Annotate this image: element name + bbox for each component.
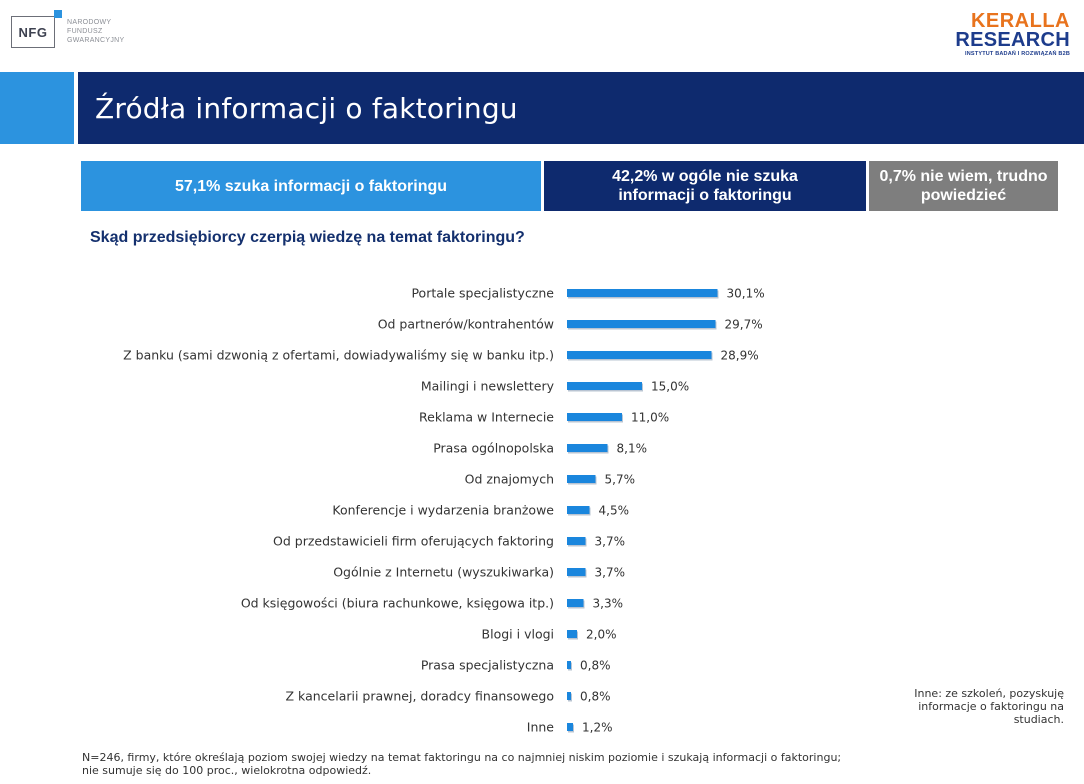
value-label: 11,0%	[631, 411, 669, 425]
category-label: Od przedstawicieli firm oferujących fakt…	[273, 534, 554, 549]
value-label: 2,0%	[586, 628, 617, 642]
category-label: Mailingi i newslettery	[421, 379, 555, 394]
category-label: Konferencje i wydarzenia branżowe	[332, 503, 554, 518]
summary-box-not-searching: 42,2% w ogóle nie szuka informacji o fak…	[544, 161, 866, 211]
nfg-logo-accent	[54, 10, 62, 18]
bar	[567, 506, 590, 514]
category-label: Od znajomych	[465, 472, 554, 487]
value-label: 0,8%	[580, 659, 611, 673]
nfg-logo: NFG	[11, 16, 55, 48]
bar	[567, 382, 642, 390]
page-title: Źródła informacji o faktoringu	[95, 92, 518, 125]
keralla-logo-line2: RESEARCH	[955, 29, 1070, 51]
category-label: Ogólnie z Internetu (wyszukiwarka)	[333, 565, 554, 580]
bar	[567, 537, 586, 545]
category-label: Prasa ogólnopolska	[433, 441, 554, 456]
bar	[567, 289, 718, 297]
category-label: Od księgowości (biura rachunkowe, księgo…	[241, 596, 554, 611]
footnote-line: N=246, firmy, które określają poziom swo…	[82, 751, 842, 764]
footnote-line: nie sumuje się do 100 proc., wielokrotna…	[82, 764, 372, 777]
category-label: Inne	[527, 720, 555, 735]
chart-question: Skąd przedsiębiorcy czerpią wiedzę na te…	[90, 229, 525, 246]
bar	[567, 568, 586, 576]
bar	[567, 444, 608, 452]
value-label: 5,7%	[605, 473, 636, 487]
value-label: 3,3%	[593, 597, 624, 611]
category-label: Portale specjalistyczne	[411, 286, 554, 301]
summary-text: 0,7% nie wiem, trudno powiedzieć	[879, 168, 1048, 204]
nfg-logo-text: NARODOWY FUNDUSZ GWARANCYJNY	[67, 18, 125, 45]
bar	[567, 630, 577, 638]
inne-note: Inne: ze szkoleń, pozyskuję informacje o…	[914, 687, 1064, 726]
category-label: Z banku (sami dzwonią z ofertami, dowiad…	[123, 348, 554, 363]
value-label: 1,2%	[582, 721, 613, 735]
category-label: Prasa specjalistyczna	[421, 658, 554, 673]
value-label: 3,7%	[595, 566, 626, 580]
summary-box-searching: 57,1% szuka informacji o faktoringu	[81, 161, 541, 211]
keralla-logo-tagline: INSTYTUT BADAŃ I ROZWIĄZAŃ B2B	[965, 51, 1070, 57]
value-label: 30,1%	[727, 287, 765, 301]
footnote: N=246, firmy, które określają poziom swo…	[82, 751, 841, 777]
category-label: Z kancelarii prawnej, doradcy finansoweg…	[286, 689, 554, 704]
value-label: 15,0%	[651, 380, 689, 394]
value-label: 8,1%	[617, 442, 648, 456]
category-label: Od partnerów/kontrahentów	[378, 317, 554, 332]
bar	[567, 723, 573, 731]
value-label: 0,8%	[580, 690, 611, 704]
value-label: 3,7%	[595, 535, 626, 549]
keralla-logo-line1: KERALLA	[970, 10, 1070, 32]
bar	[567, 661, 571, 669]
nfg-logo-abbr: NFG	[18, 24, 48, 40]
bar	[567, 475, 596, 483]
category-label: Blogi i vlogi	[482, 627, 554, 642]
nfg-logo-line: GWARANCYJNY	[67, 37, 125, 44]
category-label: Reklama w Internecie	[419, 410, 554, 425]
nfg-logo-line: NARODOWY	[67, 19, 112, 26]
nfg-logo-line: FUNDUSZ	[67, 28, 103, 35]
title-banner	[78, 72, 1084, 144]
summary-text: 42,2% w ogóle nie szuka informacji o fak…	[612, 168, 798, 204]
value-label: 28,9%	[721, 349, 759, 363]
summary-box-dont-know: 0,7% nie wiem, trudno powiedzieć	[869, 161, 1058, 211]
bar	[567, 599, 584, 607]
keralla-logo: KERALLA RESEARCH INSTYTUT BADAŃ I ROZWIĄ…	[955, 11, 1070, 58]
bar	[567, 320, 716, 328]
value-label: 4,5%	[599, 504, 630, 518]
bar	[567, 692, 571, 700]
bar	[567, 413, 622, 421]
value-label: 29,7%	[725, 318, 763, 332]
summary-text: 57,1% szuka informacji o faktoringu	[174, 177, 448, 195]
bar	[567, 351, 712, 359]
title-banner-accent	[0, 72, 74, 144]
